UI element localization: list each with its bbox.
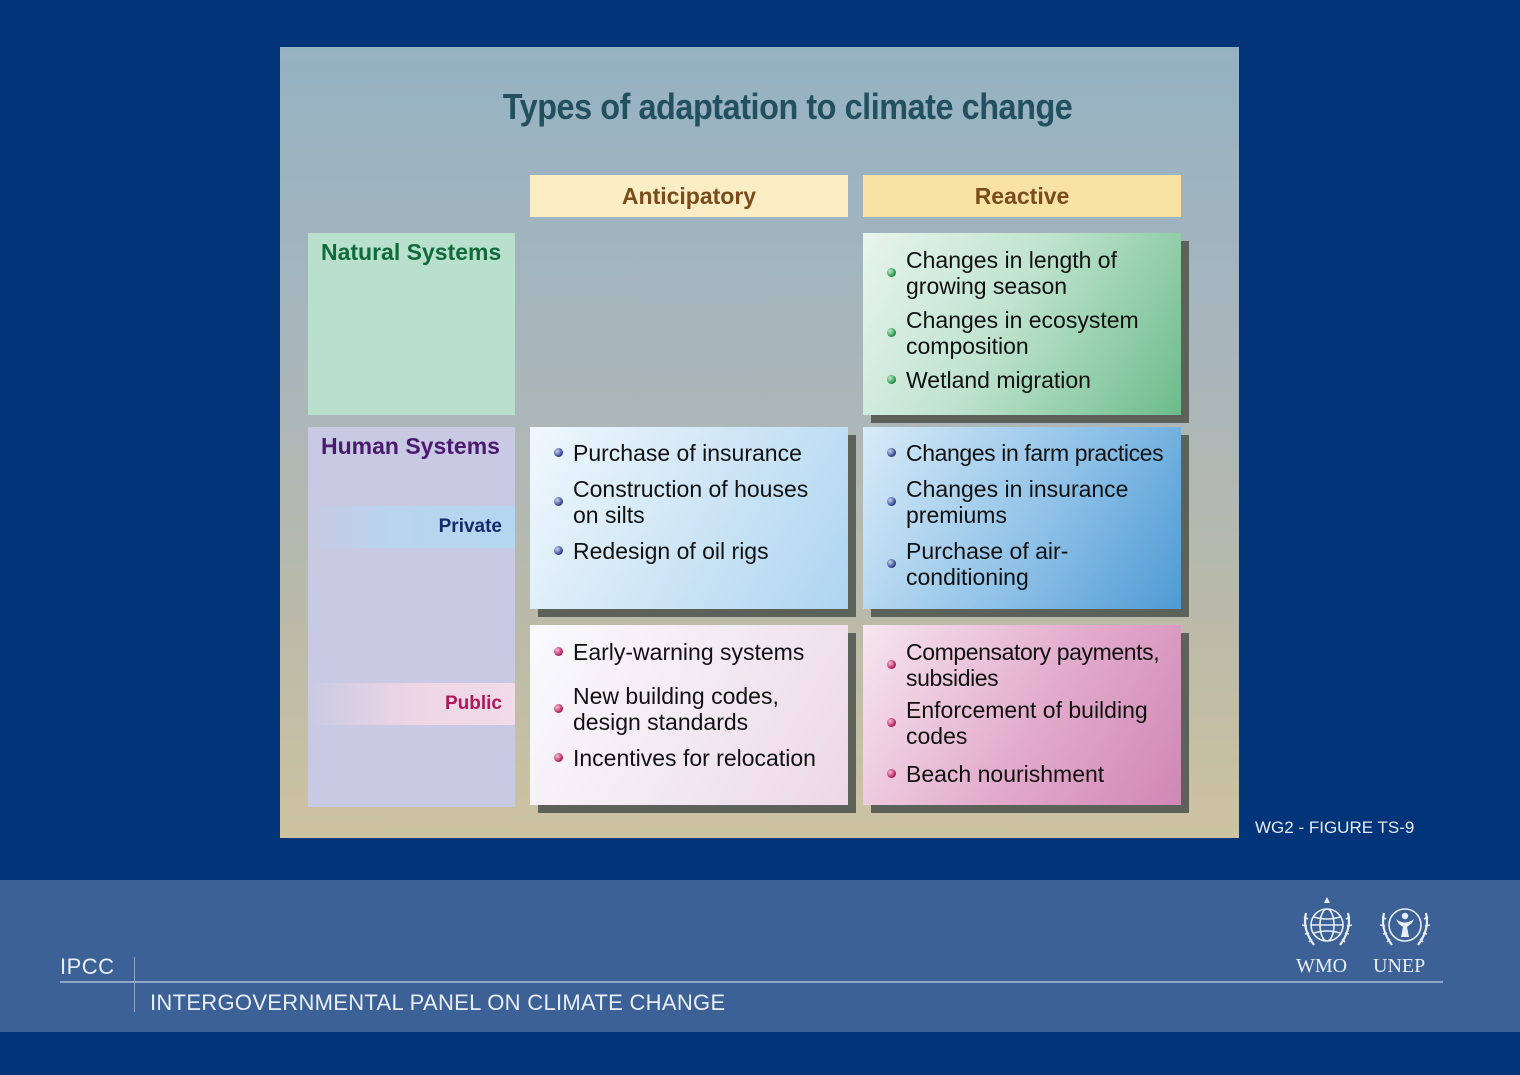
list-item-text: Changes in farm practices bbox=[906, 440, 1164, 466]
list-item-text: Redesign of oil rigs bbox=[573, 538, 769, 564]
row-header-human-systems: Human Systems bbox=[308, 427, 515, 807]
bullet-icon bbox=[887, 328, 896, 337]
bullet-icon bbox=[554, 546, 563, 555]
list-item: Purchase of insurance bbox=[554, 440, 840, 466]
column-header-reactive: Reactive bbox=[863, 175, 1181, 217]
footer-full-name: INTERGOVERNMENTAL PANEL ON CLIMATE CHANG… bbox=[150, 990, 726, 1015]
list-item-text: New building codes, design standards bbox=[573, 683, 779, 735]
list-item: Enforcement of building codes bbox=[887, 697, 1173, 749]
bullet-icon bbox=[554, 753, 563, 762]
footer-divider-horizontal bbox=[60, 981, 1443, 983]
cell-private-anticipatory: Purchase of insurance Construction of ho… bbox=[530, 427, 848, 609]
list-item: Incentives for relocation bbox=[554, 745, 840, 771]
wmo-logo-label: WMO bbox=[1296, 955, 1348, 977]
bullet-icon bbox=[554, 448, 563, 457]
list-item-text: Wetland migration bbox=[906, 367, 1091, 393]
list-item: Purchase of air-conditioning bbox=[887, 538, 1173, 590]
cell-public-anticipatory: Early-warning systems New building codes… bbox=[530, 625, 848, 805]
figure-caption: WG2 - FIGURE TS-9 bbox=[1255, 818, 1415, 837]
bullet-icon bbox=[887, 718, 896, 727]
list-item-text: Changes in ecosystem composition bbox=[906, 307, 1139, 359]
list-item-text: Changes in length of growing season bbox=[906, 247, 1117, 299]
footer-divider-vertical bbox=[134, 957, 135, 1012]
figure-title: Types of adaptation to climate change bbox=[502, 86, 1073, 127]
list-item: Changes in length of growing season bbox=[887, 247, 1173, 299]
unep-logo-icon bbox=[1379, 908, 1431, 946]
bullet-icon bbox=[887, 448, 896, 457]
list-item: Changes in ecosystem composition bbox=[887, 307, 1173, 359]
list-item-text: Incentives for relocation bbox=[573, 745, 816, 771]
wmo-logo-icon bbox=[1301, 897, 1353, 946]
column-header-anticipatory: Anticipatory bbox=[530, 175, 848, 217]
list-item: Wetland migration bbox=[887, 367, 1173, 393]
bullet-icon bbox=[887, 559, 896, 568]
list-item: New building codes, design standards bbox=[554, 683, 840, 735]
row-label-human-systems: Human Systems bbox=[321, 433, 500, 459]
list-item-text: Early-warning systems bbox=[573, 639, 805, 665]
list-item-text: Enforcement of building codes bbox=[906, 697, 1148, 749]
cell-public-reactive: Compensatory payments, subsidies Enforce… bbox=[863, 625, 1181, 805]
footer-band bbox=[0, 880, 1520, 1032]
row-label-natural-systems: Natural Systems bbox=[321, 239, 502, 265]
row-header-natural-systems: Natural Systems bbox=[308, 233, 515, 415]
bullet-icon bbox=[554, 704, 563, 713]
list-item: Beach nourishment bbox=[887, 761, 1173, 787]
list-item-text: Compensatory payments, subsidies bbox=[906, 639, 1160, 691]
list-item: Redesign of oil rigs bbox=[554, 538, 840, 564]
bullet-icon bbox=[887, 268, 896, 277]
bullet-icon bbox=[887, 769, 896, 778]
cell-private-reactive: Changes in farm practices Changes in ins… bbox=[863, 427, 1181, 609]
list-item-text: Beach nourishment bbox=[906, 761, 1105, 787]
bullet-icon bbox=[887, 497, 896, 506]
list-item: Construction of houses on silts bbox=[554, 476, 840, 528]
footer-acronym: IPCC bbox=[60, 954, 115, 979]
list-item: Changes in insurance premiums bbox=[887, 476, 1173, 528]
list-item-text: Purchase of air-conditioning bbox=[906, 538, 1069, 590]
list-item: Early-warning systems bbox=[554, 639, 840, 665]
list-item-text: Construction of houses on silts bbox=[573, 476, 809, 528]
bullet-icon bbox=[554, 497, 563, 506]
list-item: Changes in farm practices bbox=[887, 440, 1173, 466]
row-label-public: Public bbox=[308, 683, 515, 725]
bullet-icon bbox=[554, 647, 563, 656]
bullet-icon bbox=[887, 660, 896, 669]
row-label-private: Private bbox=[308, 506, 515, 548]
list-item: Compensatory payments, subsidies bbox=[887, 639, 1173, 691]
bullet-icon bbox=[887, 375, 896, 384]
list-item-text: Purchase of insurance bbox=[573, 440, 802, 466]
unep-logo-label: UNEP bbox=[1373, 955, 1426, 977]
list-item-text: Changes in insurance premiums bbox=[906, 476, 1129, 528]
cell-natural-reactive: Changes in length of growing season Chan… bbox=[863, 233, 1181, 415]
